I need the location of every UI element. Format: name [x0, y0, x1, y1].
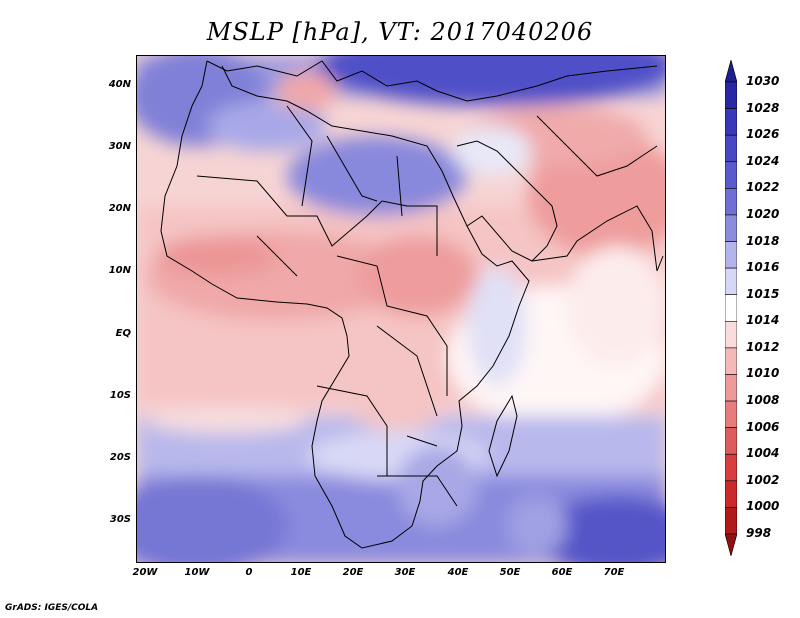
x-tick-20w: 20W [132, 567, 158, 578]
coastlines [160, 60, 664, 549]
colorbar [725, 60, 737, 556]
mslp-field-map [137, 56, 665, 562]
colorbar-label: 1015 [746, 286, 780, 301]
colorbar-box [725, 267, 737, 296]
colorbar-box [725, 347, 737, 375]
colorbar-box [725, 188, 737, 216]
y-tick-30n: 30N [108, 141, 131, 152]
colorbar-box [725, 134, 737, 163]
colorbar-label: 1002 [746, 472, 780, 487]
y-tick-10n: 10N [108, 265, 131, 276]
colorbar-bottom-arrow [725, 533, 737, 556]
x-tick-40e: 40E [447, 567, 469, 578]
y-tick-30s: 30S [109, 514, 131, 525]
colorbar-label: 1026 [746, 127, 780, 142]
x-tick-10w: 10W [184, 567, 210, 578]
colorbar-label: 1016 [746, 260, 780, 275]
y-tick-eq: EQ [115, 328, 131, 339]
colorbar-box [725, 400, 737, 428]
colorbar-box [725, 294, 737, 322]
colorbar-label: 1020 [746, 206, 780, 221]
y-tick-10s: 10S [109, 390, 131, 401]
colorbar-label: 1014 [746, 313, 780, 328]
colorbar-label: 1004 [746, 446, 780, 461]
x-tick-50e: 50E [499, 567, 521, 578]
colorbar-box [725, 214, 737, 242]
colorbar-label: 1030 [746, 74, 780, 88]
chart-title: MSLP [hPa], VT: 2017040206 [206, 18, 594, 46]
y-tick-20n: 20N [108, 203, 131, 214]
x-tick-30e: 30E [394, 567, 416, 578]
colorbar-label: 1010 [746, 366, 780, 381]
colorbar-box [725, 453, 737, 482]
colorbar-top-arrow [725, 60, 737, 83]
colorbar-label: 1028 [746, 100, 780, 115]
colorbar-box [725, 241, 737, 269]
y-tick-20s: 20S [109, 452, 131, 463]
colorbar-box [725, 81, 737, 109]
colorbar-box [725, 427, 737, 455]
colorbar-label: 1018 [746, 233, 780, 248]
colorbar-box [725, 161, 737, 189]
colorbar-label: 998 [746, 526, 772, 540]
colorbar-box [725, 108, 737, 136]
x-tick-20e: 20E [342, 567, 364, 578]
colorbar-label: 1012 [746, 339, 780, 354]
colorbar-box [725, 480, 737, 508]
x-tick-0: 0 [245, 567, 253, 578]
map-panel [136, 55, 666, 563]
colorbar-box [725, 507, 737, 535]
credit-text: GrADS: IGES/COLA [5, 603, 99, 613]
x-tick-10e: 10E [290, 567, 312, 578]
x-tick-70e: 70E [603, 567, 625, 578]
x-tick-60e: 60E [551, 567, 573, 578]
colorbar-label: 1022 [746, 180, 780, 195]
colorbar-label: 1006 [746, 419, 780, 434]
colorbar-box [725, 320, 737, 349]
colorbar-label: 1024 [746, 153, 780, 168]
y-tick-40n: 40N [108, 79, 131, 90]
colorbar-label: 1000 [746, 499, 780, 514]
colorbar-box [725, 374, 737, 402]
colorbar-label: 1008 [746, 393, 780, 408]
